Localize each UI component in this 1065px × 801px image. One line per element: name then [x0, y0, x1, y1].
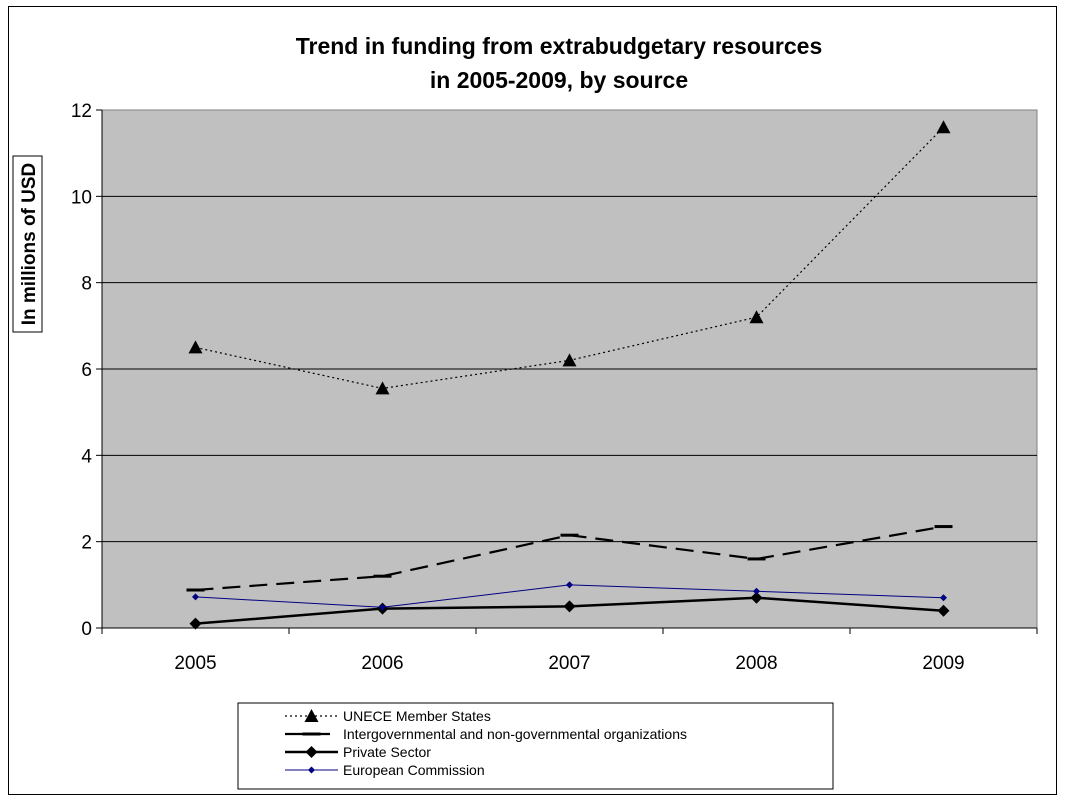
data-point — [753, 587, 760, 595]
series-3 — [192, 581, 947, 611]
x-tick-label: 2006 — [361, 653, 403, 674]
y-tick-label: 10 — [71, 187, 92, 208]
legend-item: Intergovernmental and non-governmental o… — [285, 726, 687, 742]
legend-label: Private Sector — [343, 744, 431, 760]
data-point — [934, 525, 953, 529]
series-layer — [186, 120, 953, 630]
y-tick-label: 6 — [81, 360, 92, 381]
data-point — [373, 574, 392, 578]
series-0 — [188, 120, 951, 395]
legend-swatch-marker — [304, 709, 319, 722]
data-point — [192, 593, 199, 601]
legend-item: Private Sector — [285, 744, 431, 760]
data-point — [562, 353, 577, 367]
data-point — [560, 533, 579, 537]
data-point — [566, 581, 573, 589]
axes — [96, 109, 1038, 634]
data-point — [750, 591, 763, 604]
data-point — [563, 600, 576, 613]
y-tick-label: 12 — [71, 101, 92, 122]
legend-swatch-marker — [305, 746, 318, 758]
gridlines — [102, 195, 1037, 543]
data-point — [747, 557, 766, 561]
chart-title-line-1: Trend in funding from extrabudgetary res… — [296, 33, 823, 59]
y-axis-title: In millions of USD — [19, 163, 40, 326]
legend-swatch-marker — [308, 766, 315, 774]
series-2 — [189, 591, 950, 630]
legend-item: UNECE Member States — [285, 708, 491, 724]
data-point — [937, 604, 950, 617]
y-tick-label: 2 — [81, 533, 92, 554]
legend — [237, 702, 834, 790]
data-point — [936, 120, 951, 134]
y-axis-label: In millions of USD — [12, 155, 43, 333]
series-1 — [186, 525, 953, 592]
x-tick-label: 2009 — [922, 653, 964, 674]
legend-label: Intergovernmental and non-governmental o… — [343, 726, 687, 742]
y-tick-label: 8 — [81, 274, 92, 295]
x-tick-label: 2007 — [548, 653, 590, 674]
legend-items: UNECE Member States Intergovernmental and… — [285, 708, 687, 778]
data-point — [749, 310, 764, 324]
x-tick-label: 2008 — [735, 653, 777, 674]
y-tick-label: 4 — [81, 446, 92, 467]
data-point — [189, 617, 202, 630]
x-tick-label: 2005 — [174, 653, 216, 674]
x-tick-labels: 2005 2006 2007 2008 2009 — [174, 653, 964, 674]
data-point — [379, 603, 386, 611]
data-point — [186, 588, 205, 592]
legend-item: European Commission — [285, 762, 485, 778]
data-point — [940, 594, 947, 602]
legend-swatch-marker — [302, 732, 321, 736]
data-point — [375, 381, 390, 395]
y-tick-labels: 0 2 4 6 8 10 12 — [71, 101, 93, 640]
legend-label: UNECE Member States — [343, 708, 491, 724]
y-tick-label: 0 — [81, 619, 92, 640]
chart-title-line-2: in 2005-2009, by source — [430, 67, 688, 93]
data-point — [188, 340, 203, 354]
legend-label: European Commission — [343, 762, 485, 778]
